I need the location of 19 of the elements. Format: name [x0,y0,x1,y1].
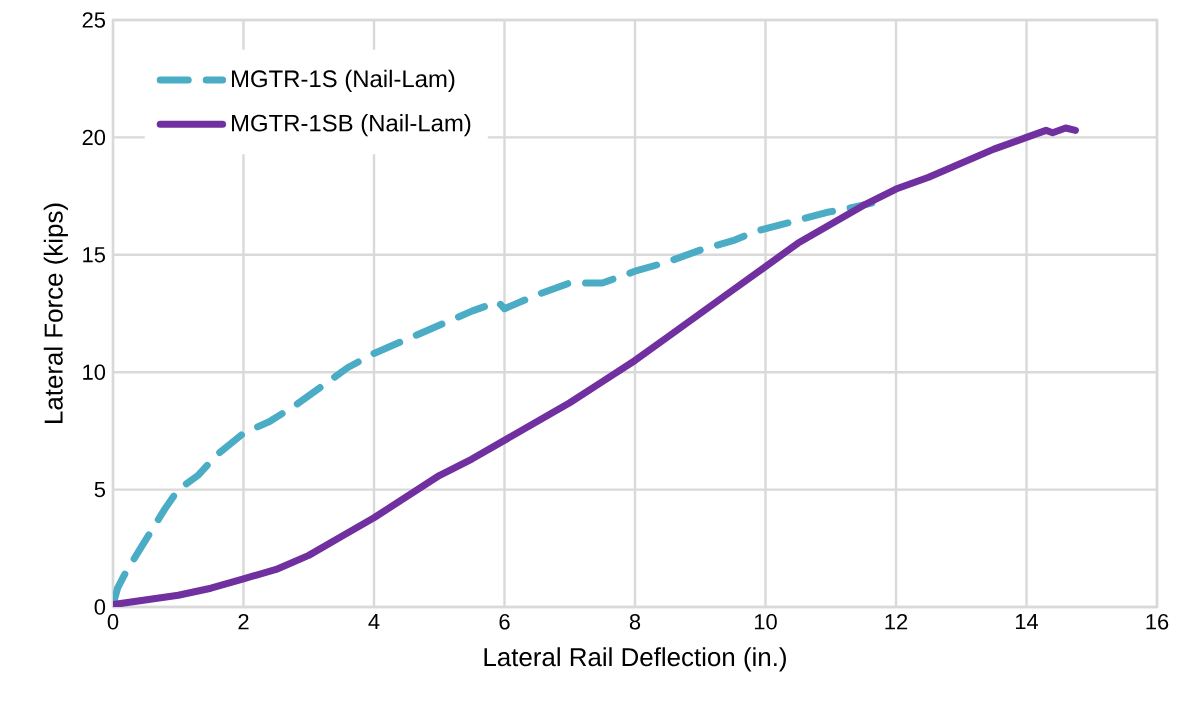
x-tick-label: 16 [1146,614,1169,630]
x-tick-label: 6 [499,614,510,630]
legend-label: MGTR-1SB (Nail-Lam) [232,114,471,137]
x-tick-label: 0 [107,614,119,630]
x-axis-title: Lateral Rail Deflection (in.) [484,647,786,672]
x-tick-label: 14 [1015,614,1039,630]
x-tick-label: 10 [754,614,777,630]
y-tick-label: 5 [94,481,106,498]
y-tick-label: 0 [94,599,106,615]
legend-label: MGTR-1S (Nail-Lam) [232,69,455,92]
y-tick-label: 25 [82,12,106,28]
x-tick-label: 2 [238,614,249,630]
y-tick-label: 15 [83,247,106,263]
y-tick-label: 10 [83,364,106,380]
y-tick-label: 20 [82,129,106,146]
x-tick-label: 4 [368,614,380,630]
x-tick-label: 12 [885,614,908,630]
y-axis-title: Lateral Force (kips) [43,203,68,423]
x-tick-label: 8 [629,614,641,630]
